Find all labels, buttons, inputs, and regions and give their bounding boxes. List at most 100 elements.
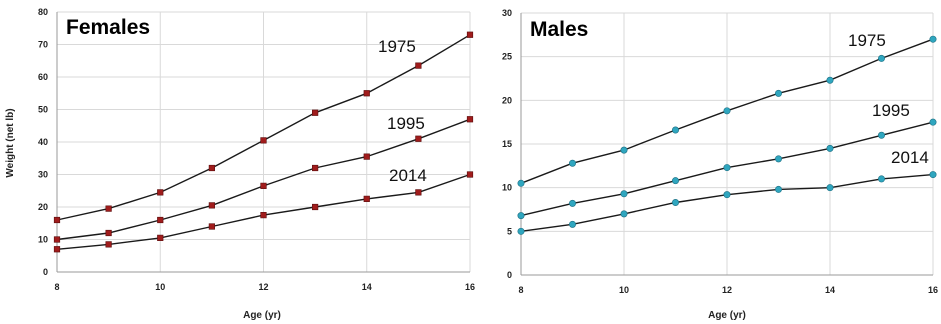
males-point-2014 xyxy=(826,184,834,192)
females-point-1995 xyxy=(363,153,370,160)
females-point-2014 xyxy=(105,241,112,248)
males-point-1995 xyxy=(929,118,937,126)
females-point-2014 xyxy=(312,203,319,211)
males-y-tick-label: 30 xyxy=(502,8,512,18)
females-series-label-1995: 1995 xyxy=(387,114,425,133)
females-point-1995 xyxy=(415,135,422,142)
females-point-1995 xyxy=(312,164,319,172)
males-x-tick-label: 8 xyxy=(518,285,523,295)
males-x-axis-title: Age (yr) xyxy=(708,310,746,321)
males-point-2014 xyxy=(620,210,628,218)
males-point-1975 xyxy=(671,126,679,134)
males-series-2014: 2014 xyxy=(517,148,937,235)
females-point-1975 xyxy=(157,189,164,196)
males-axes: 0 5 10 15 20 25 30 8 10 12 14 16 xyxy=(502,8,938,295)
females-y-tick-label: 20 xyxy=(38,202,48,212)
females-point-1975 xyxy=(208,164,215,172)
males-point-1995 xyxy=(517,212,525,220)
males-point-2014 xyxy=(929,171,937,179)
females-y-axis-title: Weight (net lb) xyxy=(5,108,16,177)
females-point-1975 xyxy=(466,31,474,38)
males-y-tick-label: 20 xyxy=(502,95,512,105)
females-y-tick-label: 60 xyxy=(38,72,48,82)
females-x-axis-title: Age (yr) xyxy=(243,310,281,321)
males-point-2014 xyxy=(517,227,525,235)
females-point-2014 xyxy=(208,223,215,230)
males-y-tick-label: 5 xyxy=(507,226,512,236)
males-chart-title: Males xyxy=(530,18,588,41)
females-point-1995 xyxy=(260,182,267,189)
males-point-1995 xyxy=(568,199,576,207)
females-y-tick-label: 50 xyxy=(38,105,48,115)
males-point-1995 xyxy=(723,164,731,172)
males-point-1995 xyxy=(671,177,679,185)
males-point-1975 xyxy=(877,54,885,62)
females-x-tick-label: 8 xyxy=(54,282,59,292)
males-point-1995 xyxy=(826,144,834,152)
males-point-1995 xyxy=(620,190,628,198)
females-chart-title: Females xyxy=(66,16,150,39)
males-point-1975 xyxy=(620,146,628,154)
females-point-1995 xyxy=(466,116,474,123)
males-point-1975 xyxy=(929,35,937,43)
females-point-2014 xyxy=(363,195,370,202)
females-series-1995: 1995 xyxy=(53,114,474,243)
females-point-1975 xyxy=(415,62,422,69)
males-y-tick-label: 0 xyxy=(507,270,512,280)
males-point-1975 xyxy=(517,179,525,187)
females-y-tick-label: 10 xyxy=(38,235,48,245)
females-point-2014 xyxy=(415,189,422,196)
males-point-1975 xyxy=(723,107,731,115)
males-point-1975 xyxy=(826,76,834,84)
females-y-tick-label: 70 xyxy=(38,40,48,50)
males-series-label-1995: 1995 xyxy=(872,101,910,120)
females-y-tick-label: 0 xyxy=(43,267,48,277)
males-chart: Males Age (yr) 0 5 10 15 20 25 30 8 10 12 14 16 1975… xyxy=(502,8,938,321)
males-series-label-1975: 1975 xyxy=(848,31,886,50)
males-point-1975 xyxy=(774,89,782,97)
males-x-tick-label: 16 xyxy=(928,285,938,295)
females-point-2014 xyxy=(53,246,61,253)
males-x-tick-label: 14 xyxy=(825,285,835,295)
males-point-2014 xyxy=(774,185,782,193)
females-point-1995 xyxy=(157,216,164,224)
females-x-tick-label: 16 xyxy=(465,282,475,292)
males-point-2014 xyxy=(723,191,731,199)
females-point-1975 xyxy=(260,137,267,144)
females-point-1975 xyxy=(105,205,112,212)
males-point-1995 xyxy=(877,131,885,139)
females-series-label-1975: 1975 xyxy=(378,37,416,56)
males-series-label-2014: 2014 xyxy=(891,148,929,167)
females-y-tick-label: 80 xyxy=(38,7,48,17)
females-series-label-2014: 2014 xyxy=(389,166,427,185)
males-y-tick-label: 15 xyxy=(502,139,512,149)
females-point-1975 xyxy=(53,216,61,224)
females-series-2014: 2014 xyxy=(53,166,474,253)
females-x-tick-label: 10 xyxy=(155,282,165,292)
females-point-2014 xyxy=(260,212,267,219)
males-series-1995: 1995 xyxy=(517,101,937,220)
females-point-2014 xyxy=(466,171,474,178)
males-grid xyxy=(520,12,934,276)
males-point-2014 xyxy=(671,199,679,207)
females-chart: Females Age (yr) Weight (net lb) 0 10 20 30… xyxy=(5,7,475,321)
females-point-2014 xyxy=(157,234,164,241)
males-x-tick-label: 10 xyxy=(619,285,629,295)
males-series-1975: 1975 xyxy=(517,31,937,187)
males-point-1975 xyxy=(568,159,576,167)
females-y-tick-label: 30 xyxy=(38,170,48,180)
females-point-1995 xyxy=(105,229,112,237)
females-series-1975: 1975 xyxy=(53,31,474,224)
males-x-tick-label: 12 xyxy=(722,285,732,295)
females-point-1975 xyxy=(312,109,319,116)
males-y-tick-label: 25 xyxy=(502,52,512,62)
females-point-1995 xyxy=(208,202,215,209)
males-y-tick-label: 10 xyxy=(502,183,512,193)
females-point-1995 xyxy=(53,236,61,243)
females-x-tick-label: 14 xyxy=(362,282,372,292)
females-axes: 0 10 20 30 40 50 60 70 80 8 10 12 14 16 xyxy=(38,7,475,292)
males-point-1995 xyxy=(774,155,782,163)
males-point-2014 xyxy=(568,220,576,228)
females-y-tick-label: 40 xyxy=(38,137,48,147)
